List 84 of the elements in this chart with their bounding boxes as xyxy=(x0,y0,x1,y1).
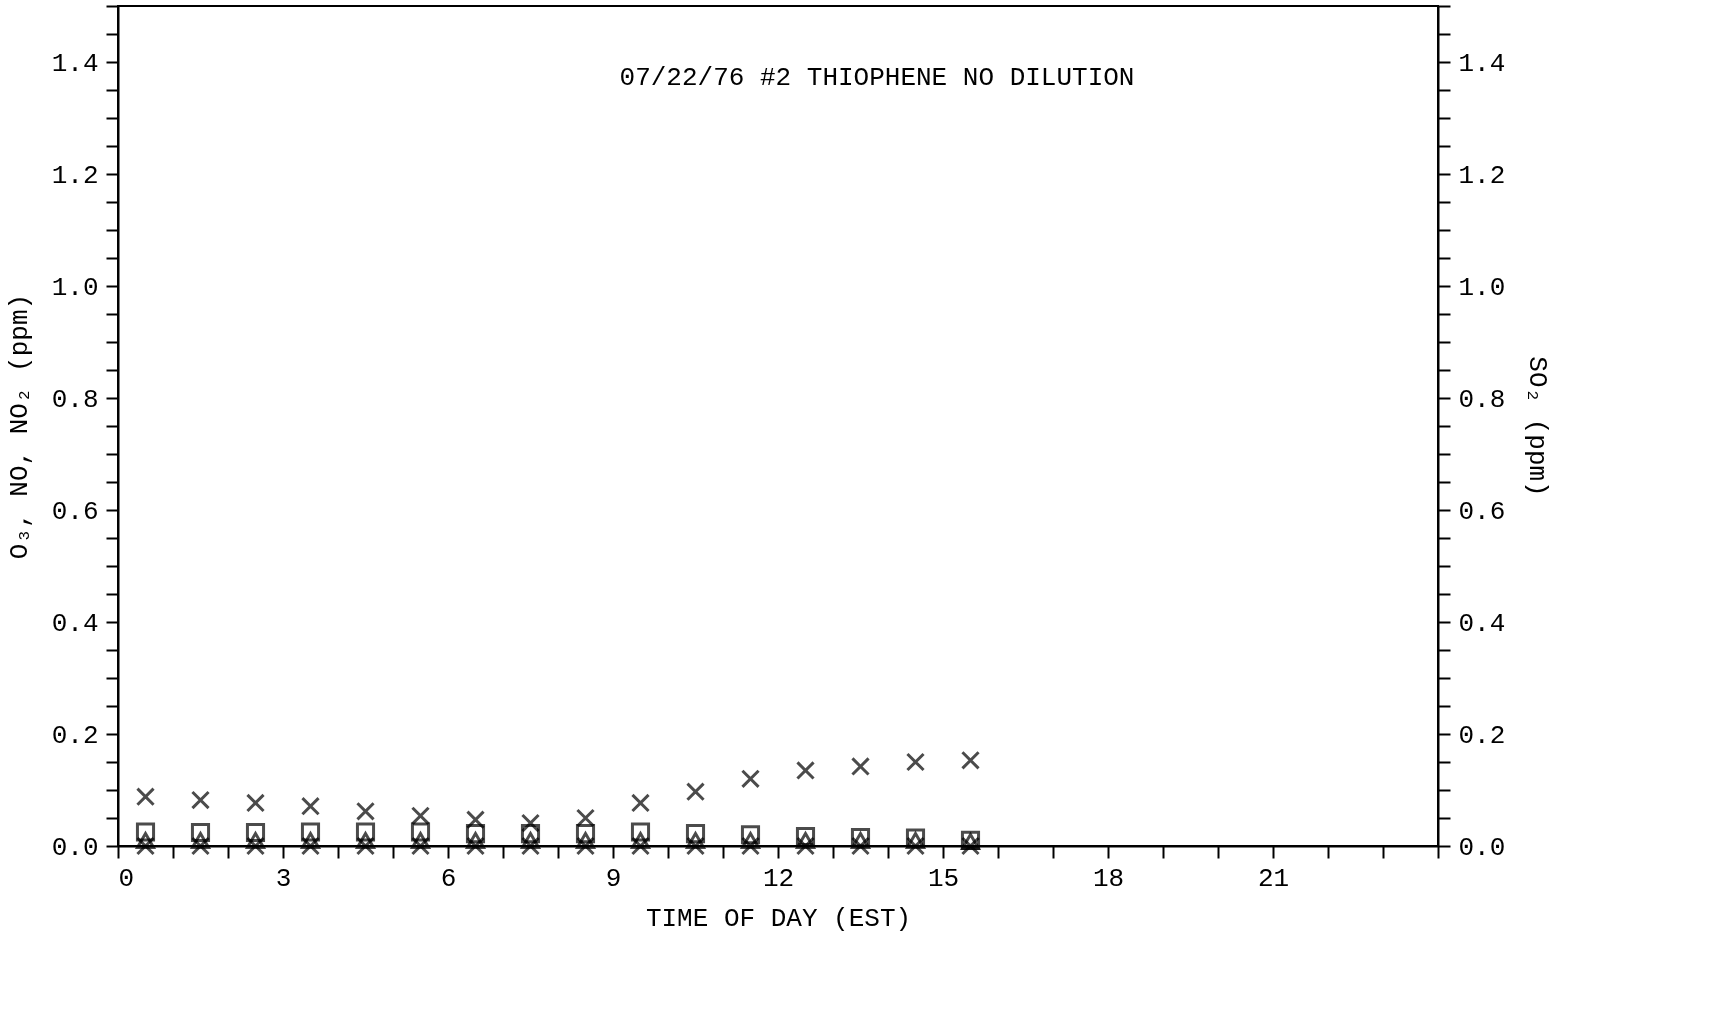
point xyxy=(190,790,211,810)
point xyxy=(795,760,816,780)
point xyxy=(135,822,156,842)
y2-tick-label: 0.4 xyxy=(1458,608,1506,639)
point xyxy=(630,793,651,813)
x-tick-label: 6 xyxy=(440,863,457,894)
point xyxy=(465,831,486,849)
point xyxy=(190,823,211,843)
x-tick-label: 21 xyxy=(1257,863,1290,894)
point xyxy=(850,836,871,856)
point xyxy=(685,824,706,844)
point xyxy=(740,769,761,789)
y2-axis-title: SO₂ (ppm) xyxy=(1522,356,1553,497)
point xyxy=(135,831,156,849)
x-axis-title: TIME OF DAY (EST) xyxy=(645,903,912,934)
point xyxy=(245,793,266,813)
point xyxy=(520,824,541,844)
point xyxy=(795,826,816,847)
y-tick-label: 1.0 xyxy=(51,272,99,303)
y2-tick-label: 1.0 xyxy=(1458,272,1506,303)
point xyxy=(410,836,431,856)
y2-tick-label: 1.2 xyxy=(1458,160,1506,191)
point xyxy=(520,836,541,856)
point xyxy=(520,831,541,849)
x-tick-label: 18 xyxy=(1092,863,1125,894)
point xyxy=(795,831,816,849)
point xyxy=(740,825,761,845)
y2-tick-label: 0.2 xyxy=(1458,720,1506,751)
x-tick-label: 15 xyxy=(927,863,960,894)
point xyxy=(190,831,211,849)
point xyxy=(355,831,376,849)
point xyxy=(245,831,266,849)
y2-tick-label: 1.4 xyxy=(1458,48,1506,79)
point xyxy=(960,750,981,770)
point xyxy=(630,831,651,849)
point xyxy=(520,813,541,833)
y2-tick-label: 0.0 xyxy=(1458,832,1506,863)
y-tick-label: 0.2 xyxy=(51,720,99,751)
point xyxy=(300,836,321,856)
x-tick-label: 3 xyxy=(275,863,292,894)
point xyxy=(575,824,596,844)
y-axis-title: O₃, NO, NO₂ (ppm) xyxy=(4,293,35,560)
point xyxy=(850,756,871,777)
x-tick-label: 9 xyxy=(605,863,622,894)
point xyxy=(685,782,706,802)
point xyxy=(410,831,431,849)
point xyxy=(465,824,486,844)
y-tick-label: 1.2 xyxy=(51,160,99,191)
point xyxy=(300,796,321,816)
point xyxy=(630,836,651,856)
point xyxy=(355,822,376,842)
point xyxy=(190,836,211,856)
point xyxy=(300,831,321,849)
point xyxy=(905,836,926,856)
point xyxy=(245,823,266,843)
point xyxy=(300,822,321,842)
point xyxy=(575,831,596,849)
point xyxy=(740,831,761,849)
y-tick-label: 0.0 xyxy=(51,832,99,863)
point xyxy=(740,836,761,856)
point xyxy=(465,836,486,856)
y2-tick-label: 0.8 xyxy=(1458,384,1506,415)
x-tick-label: 0 xyxy=(118,863,135,894)
y-tick-label: 0.4 xyxy=(51,608,99,639)
point xyxy=(465,810,486,830)
y-tick-label: 0.6 xyxy=(51,496,99,527)
point xyxy=(630,822,651,842)
point xyxy=(960,836,981,856)
point xyxy=(355,836,376,856)
point xyxy=(685,836,706,856)
text: 07/22/76 #2 THIOPHENE NO DILUTION xyxy=(619,63,1135,94)
point xyxy=(905,752,926,772)
y2-tick-label: 0.6 xyxy=(1458,496,1506,527)
point xyxy=(355,801,376,821)
point xyxy=(410,822,431,842)
point xyxy=(135,836,156,856)
point xyxy=(135,787,156,807)
point xyxy=(685,831,706,849)
point xyxy=(245,836,266,856)
y-tick-label: 1.4 xyxy=(51,48,99,79)
point xyxy=(575,836,596,856)
x-tick-label: 12 xyxy=(762,863,795,894)
y-tick-label: 0.8 xyxy=(51,384,99,415)
point xyxy=(795,836,816,856)
